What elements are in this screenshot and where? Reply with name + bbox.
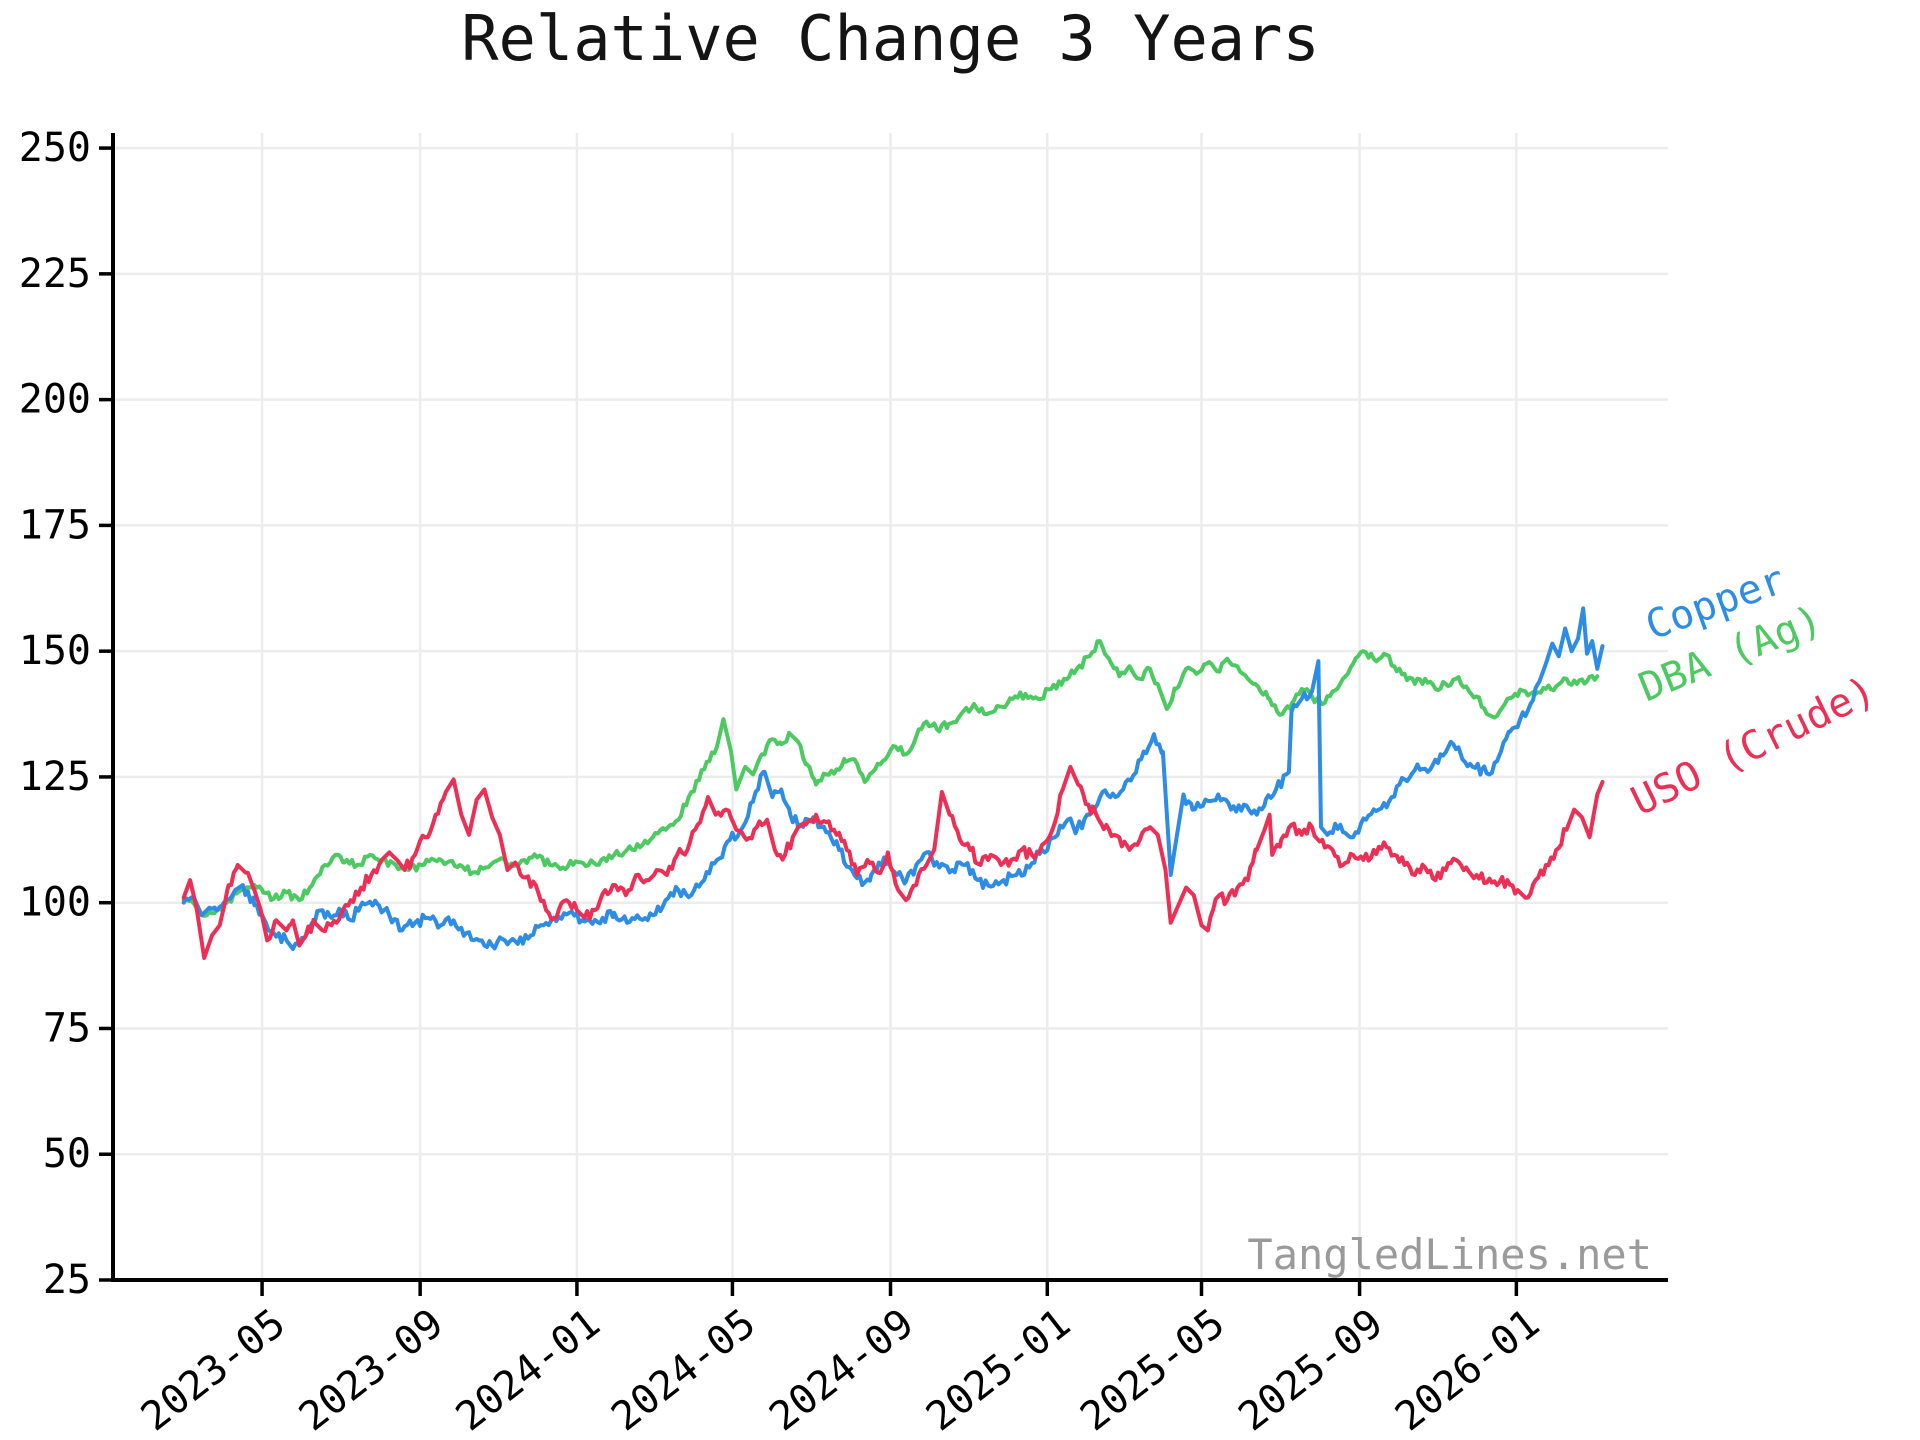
y-tick-label: 100 (19, 880, 91, 926)
x-tick-label: 2024-05 (603, 1300, 764, 1440)
x-tick-label: 2024-01 (448, 1300, 609, 1440)
y-tick-label: 150 (19, 628, 91, 674)
gridlines (113, 133, 1668, 1282)
y-tick-label: 200 (19, 377, 91, 423)
y-tick-label: 125 (19, 754, 91, 800)
x-tick-label: 2023-05 (133, 1300, 294, 1440)
y-tick-label: 75 (43, 1005, 91, 1051)
y-tick-label: 175 (19, 502, 91, 548)
series-line-uso (181, 764, 1605, 960)
x-tick-label: 2024-09 (761, 1300, 922, 1440)
x-tick-label: 2025-05 (1072, 1300, 1233, 1440)
y-tick-label: 50 (43, 1131, 91, 1177)
y-tick-label: 250 (19, 125, 91, 171)
series-line-dba (181, 639, 1600, 918)
x-tick-label: 2025-09 (1230, 1300, 1391, 1440)
watermark: TangledLines.net (1247, 1230, 1652, 1279)
y-tick-label: 25 (43, 1257, 91, 1303)
x-tick-label: 2026-01 (1387, 1300, 1548, 1440)
chart-title: Relative Change 3 Years (461, 2, 1320, 75)
x-tick-label: 2023-09 (291, 1300, 452, 1440)
y-tick-label: 225 (19, 251, 91, 297)
x-tick-label: 2025-01 (918, 1300, 1079, 1440)
